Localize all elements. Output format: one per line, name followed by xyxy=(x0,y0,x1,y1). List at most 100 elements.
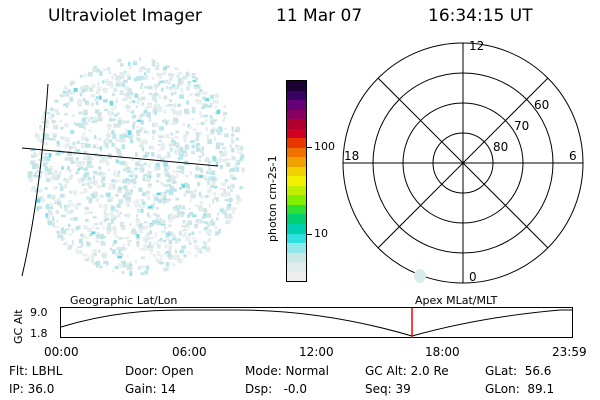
uv-pixel xyxy=(113,123,116,128)
status-glat: GLat: 56.6 xyxy=(485,364,552,378)
uv-pixel xyxy=(133,100,138,104)
uv-pixel xyxy=(153,83,159,88)
uv-pixel xyxy=(100,241,106,246)
uv-pixel xyxy=(146,195,150,200)
uv-pixel xyxy=(99,234,104,239)
uv-pixel xyxy=(74,205,79,210)
uv-pixel xyxy=(190,192,196,196)
uv-pixel xyxy=(199,205,202,209)
uv-pixel xyxy=(136,240,140,245)
uv-pixel xyxy=(179,80,185,85)
uv-pixel xyxy=(150,203,155,208)
uv-pixel xyxy=(83,174,87,178)
uv-pixel xyxy=(88,185,93,189)
uv-pixel xyxy=(154,123,159,127)
uv-pixel xyxy=(94,179,98,185)
uv-pixel xyxy=(140,198,144,202)
uv-pixel xyxy=(144,270,149,275)
uv-pixel xyxy=(122,132,126,135)
uv-pixel xyxy=(93,175,96,180)
uv-pixel xyxy=(212,199,215,204)
uv-pixel xyxy=(109,100,114,106)
uv-pixel xyxy=(103,205,106,209)
uv-pixel xyxy=(216,213,220,216)
uv-pixel xyxy=(158,199,163,203)
uv-pixel xyxy=(80,179,84,183)
uv-pixel xyxy=(214,93,220,99)
uv-pixel xyxy=(188,207,191,210)
uv-pixel xyxy=(173,87,178,91)
uv-pixel xyxy=(194,85,198,90)
uv-pixel xyxy=(136,137,139,141)
uv-pixel xyxy=(202,214,207,217)
uv-pixel xyxy=(77,100,82,104)
uv-pixel xyxy=(84,171,89,177)
uv-pixel xyxy=(95,96,98,100)
uv-pixel xyxy=(99,70,103,76)
uv-pixel xyxy=(179,94,185,99)
uv-pixel xyxy=(212,119,217,122)
uv-pixel xyxy=(133,185,136,188)
uv-pixel xyxy=(139,167,145,173)
uv-pixel xyxy=(118,140,123,143)
uv-pixel xyxy=(149,237,154,240)
uv-pixel xyxy=(174,136,179,139)
status-gain: Gain: 14 xyxy=(125,382,176,396)
uv-pixel xyxy=(172,208,177,212)
uv-pixel xyxy=(119,90,124,96)
colorbar-tick-10 xyxy=(307,234,312,235)
uv-pixel xyxy=(203,211,206,216)
uv-pixel xyxy=(154,88,158,92)
uv-pixel xyxy=(196,142,199,148)
colorbar-segment xyxy=(287,109,306,120)
uv-pixel xyxy=(125,96,128,99)
uv-pixel xyxy=(126,180,131,185)
uv-pixel xyxy=(46,136,49,140)
uv-pixel xyxy=(171,137,174,140)
uv-pixel xyxy=(210,176,215,181)
uv-pixel xyxy=(56,140,60,145)
uv-pixel xyxy=(173,117,178,122)
uv-pixel xyxy=(225,162,231,167)
uv-pixel xyxy=(54,226,60,229)
uv-pixel xyxy=(133,200,136,204)
uv-pixel xyxy=(156,154,161,159)
uv-pixel xyxy=(86,164,89,170)
uv-pixel xyxy=(135,223,140,227)
uv-pixel xyxy=(134,77,138,82)
uv-pixel xyxy=(172,254,178,260)
uv-pixel xyxy=(123,185,128,190)
uv-pixel xyxy=(140,256,146,259)
uv-pixel xyxy=(205,195,209,198)
uv-pixel xyxy=(177,71,182,76)
uv-pixel xyxy=(127,105,131,109)
uv-pixel xyxy=(193,239,198,244)
uv-pixel xyxy=(194,77,198,81)
uv-pixel xyxy=(140,272,145,275)
colorbar-tick-label-100: 100 xyxy=(314,140,335,153)
uv-pixel xyxy=(81,117,86,123)
uv-pixel xyxy=(236,167,240,172)
uv-pixel xyxy=(94,170,98,176)
uv-pixel xyxy=(127,266,133,271)
uv-pixel xyxy=(118,250,121,254)
uv-pixel xyxy=(234,168,237,171)
status-seq: Seq: 39 xyxy=(365,382,411,396)
uv-pixel xyxy=(224,179,228,183)
uv-pixel xyxy=(154,110,158,115)
uv-pixel xyxy=(240,150,243,156)
uv-pixel xyxy=(185,190,191,194)
polar-emission-spot xyxy=(414,269,426,283)
uv-pixel xyxy=(79,123,84,128)
uv-pixel xyxy=(195,136,200,142)
uv-pixel xyxy=(163,200,168,203)
uv-pixel xyxy=(64,113,68,116)
uv-pixel xyxy=(76,203,82,206)
uv-pixel xyxy=(63,242,68,245)
uv-pixel xyxy=(175,142,180,145)
uv-pixel xyxy=(83,156,89,161)
uv-pixel xyxy=(37,133,40,139)
uv-pixel xyxy=(157,134,163,138)
uv-pixel xyxy=(89,233,93,237)
uv-pixel xyxy=(46,214,51,219)
